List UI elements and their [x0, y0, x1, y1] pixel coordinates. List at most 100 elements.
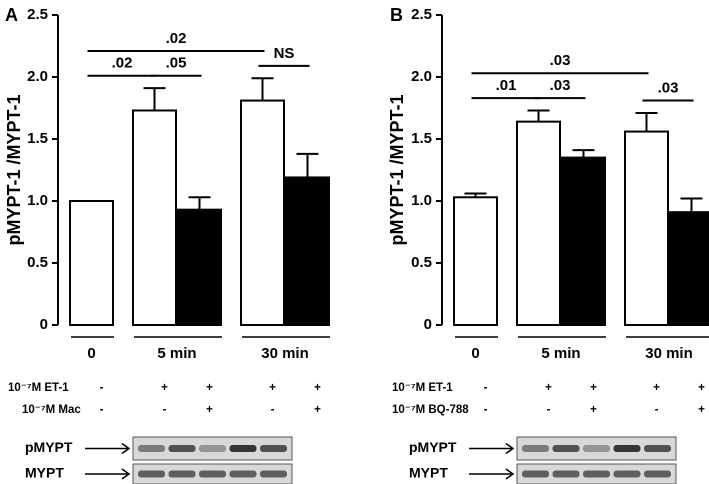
treatment-sign: + — [590, 404, 597, 416]
significance-label: .05 — [166, 55, 187, 72]
significance-label: .01 — [496, 77, 517, 94]
bar — [132, 109, 177, 327]
blot-band — [583, 445, 610, 452]
treatment-label: 10⁻⁷M ET-1 — [8, 382, 69, 394]
treatment-sign: - — [100, 382, 104, 394]
bar — [69, 200, 114, 326]
blot-band — [199, 445, 226, 452]
blot-label: pMYPT — [409, 439, 457, 455]
y-tick-label: 1.0 — [411, 192, 432, 209]
y-tick-label: 0 — [424, 316, 432, 333]
error-bar — [572, 149, 595, 158]
significance-label: .03 — [658, 80, 679, 97]
blot-arrowhead — [121, 442, 131, 455]
x-tick-label: 5 min — [157, 345, 196, 362]
y-tick-label: 2.0 — [411, 68, 432, 85]
x-tick-label: 0 — [471, 345, 479, 362]
treatment-sign: - — [547, 404, 551, 416]
y-axis-title: pMYPT-1 /MYPT-1 — [387, 94, 407, 245]
blot-band — [138, 470, 165, 478]
blot-band — [168, 445, 196, 452]
blot-band — [613, 445, 641, 452]
y-tick-label: 2.5 — [27, 6, 48, 23]
treatment-sign: - — [163, 404, 167, 416]
blot-band — [168, 470, 196, 478]
y-tick-label: 0.5 — [411, 254, 432, 271]
significance-label: .02 — [166, 30, 187, 47]
blot-band — [583, 470, 610, 478]
y-axis-title: pMYPT-1 /MYPT-1 — [4, 94, 24, 245]
treatment-label: 10⁻⁷M BQ-788 — [392, 404, 469, 416]
bar — [561, 156, 606, 326]
significance-label: .03 — [550, 52, 571, 69]
treatment-sign: + — [314, 382, 321, 394]
bar — [177, 208, 222, 326]
panel-label: A — [5, 5, 18, 25]
error-bar — [464, 192, 487, 198]
treatment-label: 10⁻⁷M ET-1 — [392, 382, 453, 394]
blot-band — [613, 470, 641, 478]
bar — [285, 176, 330, 326]
blot-band — [138, 445, 165, 452]
x-tick-label: 5 min — [541, 345, 580, 362]
blot-band — [522, 445, 549, 452]
blot-arrowhead — [121, 468, 131, 480]
treatment-sign: + — [206, 382, 213, 394]
treatment-sign: - — [100, 404, 104, 416]
blot-band — [552, 445, 580, 452]
blot-band — [644, 445, 671, 452]
bar — [624, 130, 669, 326]
blot-label: MYPT — [25, 465, 64, 481]
treatment-sign: - — [484, 382, 488, 394]
error-bar — [296, 152, 319, 178]
error-bar — [527, 109, 550, 122]
treatment-label: 10⁻⁷M Mac — [22, 404, 81, 416]
treatment-sign: - — [484, 404, 488, 416]
blot-band — [552, 470, 580, 478]
x-tick-label: 30 min — [645, 345, 693, 362]
error-bar — [143, 87, 166, 111]
bar — [516, 120, 561, 326]
x-tick-label: 30 min — [261, 345, 309, 362]
panel-label: B — [390, 5, 403, 25]
blot-band — [260, 470, 287, 478]
error-bar — [635, 111, 658, 132]
blot-band — [199, 470, 226, 478]
bar — [453, 196, 498, 326]
treatment-sign: + — [269, 382, 276, 394]
treatment-sign: + — [314, 404, 321, 416]
y-tick-label: 2.5 — [411, 6, 432, 23]
error-bar — [188, 196, 211, 210]
bar — [669, 211, 709, 326]
x-tick-label: 0 — [87, 345, 95, 362]
blot-band — [522, 470, 549, 478]
treatment-sign: + — [161, 382, 168, 394]
blot-arrowhead — [505, 442, 515, 455]
treatment-sign: + — [590, 382, 597, 394]
significance-label: .02 — [112, 55, 133, 72]
treatment-sign: + — [698, 382, 705, 394]
treatment-sign: + — [698, 404, 705, 416]
y-tick-label: 0.5 — [27, 254, 48, 271]
significance-label: NS — [274, 45, 295, 62]
blot-band — [229, 445, 257, 452]
blot-band — [260, 445, 287, 452]
blot-label: pMYPT — [25, 439, 73, 455]
blot-band — [644, 470, 671, 478]
treatment-sign: - — [271, 404, 275, 416]
blot-arrowhead — [505, 468, 515, 480]
treatment-sign: + — [653, 382, 660, 394]
blot-band — [229, 470, 257, 478]
y-tick-label: 2.0 — [27, 68, 48, 85]
bar — [240, 99, 285, 326]
treatment-sign: + — [206, 404, 213, 416]
y-tick-label: 0 — [40, 316, 48, 333]
treatment-sign: - — [655, 404, 659, 416]
significance-label: .03 — [550, 77, 571, 94]
error-bar — [251, 77, 274, 101]
treatment-sign: + — [545, 382, 552, 394]
blot-label: MYPT — [409, 465, 448, 481]
y-tick-label: 1.5 — [27, 130, 48, 147]
y-tick-label: 1.5 — [411, 130, 432, 147]
